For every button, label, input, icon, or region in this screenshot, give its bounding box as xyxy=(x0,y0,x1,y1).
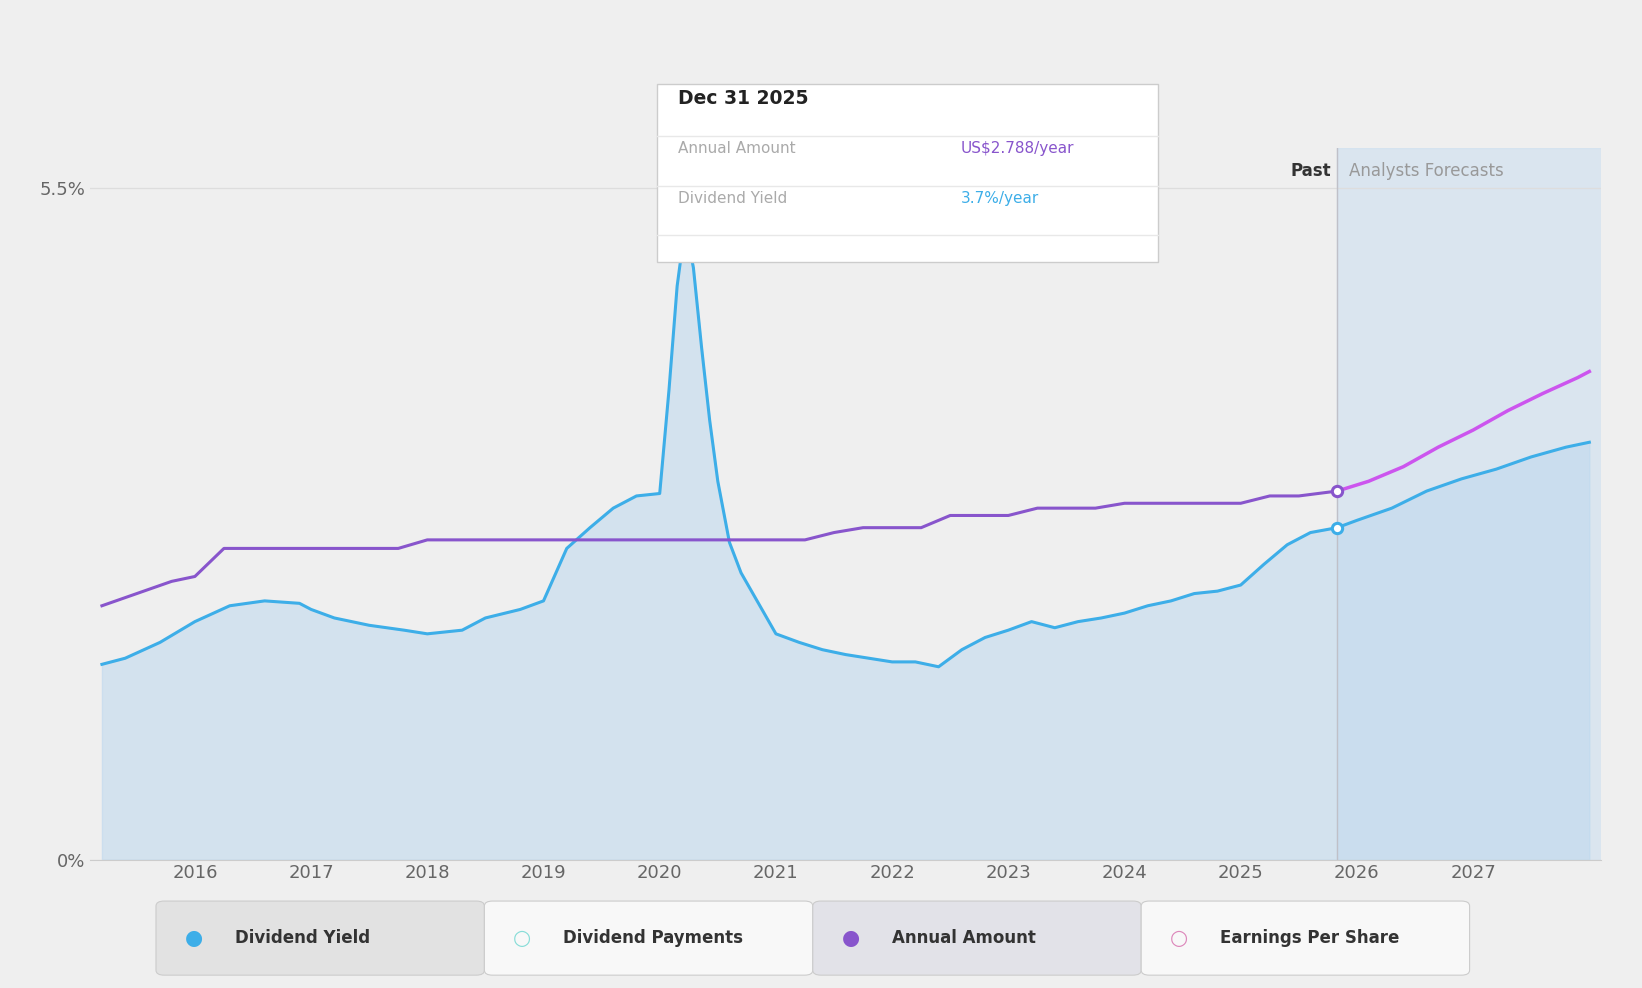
Text: ●: ● xyxy=(841,928,860,948)
Text: Annual Amount: Annual Amount xyxy=(892,929,1036,947)
Bar xyxy=(1337,148,1642,860)
Point xyxy=(1323,483,1350,499)
Text: ●: ● xyxy=(184,928,204,948)
Text: ○: ○ xyxy=(512,928,532,948)
Text: Dividend Yield: Dividend Yield xyxy=(235,929,369,947)
Text: 3.7%/year: 3.7%/year xyxy=(961,191,1039,206)
Point xyxy=(1323,520,1350,535)
Text: Analysts Forecasts: Analysts Forecasts xyxy=(1348,162,1504,180)
Text: Dividend Yield: Dividend Yield xyxy=(678,191,788,206)
Text: Annual Amount: Annual Amount xyxy=(678,141,796,156)
Text: Dividend Payments: Dividend Payments xyxy=(563,929,744,947)
Text: Earnings Per Share: Earnings Per Share xyxy=(1220,929,1399,947)
Text: ○: ○ xyxy=(1169,928,1189,948)
Text: Past: Past xyxy=(1291,162,1332,180)
Text: Dec 31 2025: Dec 31 2025 xyxy=(678,89,808,108)
Text: US$2.788/year: US$2.788/year xyxy=(961,141,1074,156)
